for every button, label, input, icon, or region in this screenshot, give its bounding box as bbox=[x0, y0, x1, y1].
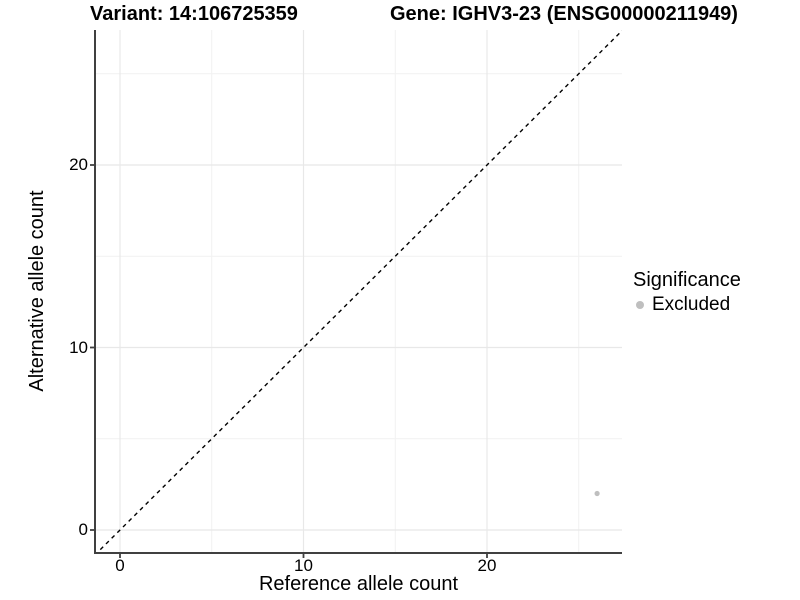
legend-item-label: Excluded bbox=[652, 294, 731, 315]
identity-dashed-line bbox=[95, 30, 622, 553]
x-axis-title: Reference allele count bbox=[258, 573, 458, 595]
y-tick-label: 20 bbox=[69, 155, 88, 174]
legend: Significance Excluded bbox=[633, 268, 741, 316]
legend-item-excluded: Excluded bbox=[633, 294, 741, 316]
legend-key-dot bbox=[636, 301, 644, 309]
plot-title-variant: Variant: 14:106725359 bbox=[90, 3, 298, 25]
y-tick-label: 0 bbox=[78, 520, 88, 539]
legend-title: Significance bbox=[633, 269, 741, 291]
x-tick-label: 10 bbox=[294, 556, 313, 575]
data-point bbox=[594, 490, 600, 497]
x-tick-label: 0 bbox=[115, 556, 125, 575]
y-tick-label: 10 bbox=[69, 337, 88, 357]
gridlines bbox=[95, 30, 622, 553]
x-tick-label: 20 bbox=[477, 556, 497, 575]
y-axis-title: Alternative allele count bbox=[26, 190, 48, 392]
plot-title-gene: Gene: IGHV3-23 (ENSG00000211949) bbox=[390, 3, 738, 25]
